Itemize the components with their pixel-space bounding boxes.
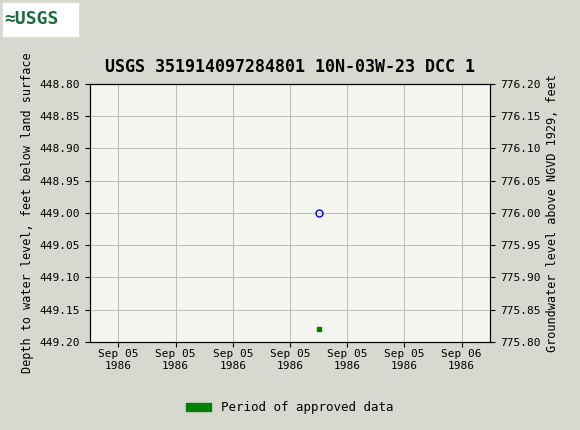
Text: ≈USGS: ≈USGS <box>4 10 59 28</box>
Y-axis label: Groundwater level above NGVD 1929, feet: Groundwater level above NGVD 1929, feet <box>546 74 559 352</box>
Y-axis label: Depth to water level, feet below land surface: Depth to water level, feet below land su… <box>21 52 34 373</box>
Legend: Period of approved data: Period of approved data <box>181 396 399 419</box>
FancyBboxPatch shape <box>3 3 78 36</box>
Text: USGS 351914097284801 10N-03W-23 DCC 1: USGS 351914097284801 10N-03W-23 DCC 1 <box>105 58 475 76</box>
